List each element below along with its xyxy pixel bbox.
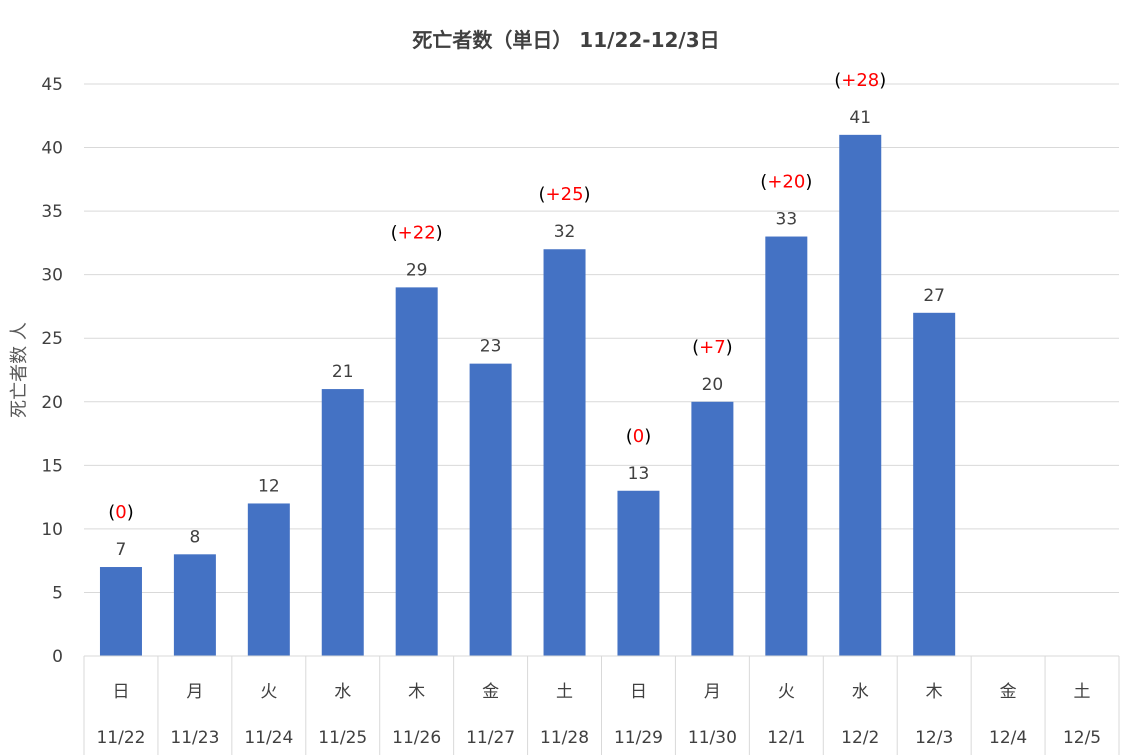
bar	[617, 490, 660, 656]
x-tick-weekday: 金	[482, 682, 499, 702]
bar	[839, 134, 882, 656]
bar-value-label: 29	[406, 260, 428, 280]
bar	[543, 249, 586, 656]
x-tick-date: 11/25	[318, 728, 367, 748]
bar	[247, 503, 290, 656]
weekly-change-label: (+7)	[692, 337, 733, 358]
x-tick-date: 11/23	[170, 728, 219, 748]
bar	[395, 287, 438, 656]
y-tick-label: 45	[41, 75, 63, 95]
bar	[321, 389, 364, 656]
bar	[469, 363, 512, 656]
x-tick-weekday: 土	[556, 682, 573, 702]
bar-value-label: 12	[258, 476, 280, 496]
bar	[765, 236, 808, 657]
y-tick-label: 40	[41, 139, 63, 159]
bar-value-label: 27	[923, 286, 945, 306]
bar	[173, 554, 216, 656]
x-tick-date: 11/30	[688, 728, 737, 748]
bar-value-label: 21	[332, 362, 354, 382]
bar-value-label: 23	[480, 337, 502, 357]
y-tick-label: 10	[41, 520, 63, 540]
x-tick-weekday: 日	[630, 682, 647, 702]
bar-value-label: 32	[554, 222, 576, 242]
x-tick-weekday: 木	[926, 682, 943, 702]
x-tick-weekday: 火	[778, 682, 795, 702]
y-tick-label: 0	[52, 647, 63, 667]
x-tick-date: 12/3	[915, 728, 953, 748]
y-tick-label: 20	[41, 393, 63, 413]
weekly-change-label: (+25)	[539, 184, 591, 205]
weekly-change-label: (0)	[108, 502, 134, 523]
x-tick-weekday: 水	[852, 682, 869, 702]
x-tick-date: 11/24	[244, 728, 293, 748]
x-tick-weekday: 土	[1074, 682, 1091, 702]
y-tick-label: 15	[41, 456, 63, 476]
x-tick-weekday: 日	[112, 682, 129, 702]
x-tick-date: 11/26	[392, 728, 441, 748]
x-tick-weekday: 水	[334, 682, 351, 702]
bar	[691, 401, 734, 656]
bar-value-label: 7	[116, 540, 127, 560]
bar-value-label: 33	[776, 210, 798, 230]
x-tick-date: 12/1	[767, 728, 805, 748]
chart-title: 死亡者数（単日） 11/22-12/3日	[412, 28, 719, 52]
bar-value-label: 41	[849, 108, 871, 128]
weekly-change-label: (+28)	[834, 70, 886, 91]
x-axis: 日 11/22 月 11/23 火 11/24 水 11/25 木 11/26 金 11/27 土 11/…	[83, 655, 1120, 755]
bar-value-label: 8	[189, 527, 200, 547]
bar	[99, 567, 142, 656]
bar	[913, 312, 956, 656]
bar-value-label: 20	[702, 375, 724, 395]
x-tick-weekday: 月	[704, 682, 721, 702]
x-tick-date: 11/22	[96, 728, 145, 748]
bars: 7 (0) 8 12 21 29 (+22) 23 32 (+25) 13 (0) 20 (+7) 33 (+…	[99, 70, 956, 657]
x-tick-weekday: 月	[186, 682, 203, 702]
x-tick-date: 11/27	[466, 728, 515, 748]
y-axis-label: 死亡者数 人	[9, 322, 30, 418]
x-tick-weekday: 木	[408, 682, 425, 702]
y-axis: 0 5 10 15 20 25 30 35 40 45	[41, 75, 63, 667]
bar-value-label: 13	[628, 464, 650, 484]
gridlines	[84, 83, 1119, 593]
x-tick-date: 12/5	[1063, 728, 1101, 748]
x-tick-date: 12/4	[989, 728, 1027, 748]
y-tick-label: 35	[41, 202, 63, 222]
x-tick-weekday: 火	[260, 682, 277, 702]
weekly-change-label: (+22)	[391, 222, 443, 243]
x-tick-date: 11/29	[614, 728, 663, 748]
y-tick-label: 30	[41, 266, 63, 286]
weekly-change-label: (0)	[626, 426, 652, 447]
x-tick-date: 12/2	[841, 728, 879, 748]
y-tick-label: 25	[41, 329, 63, 349]
x-tick-weekday: 金	[1000, 682, 1017, 702]
x-tick-date: 11/28	[540, 728, 589, 748]
y-tick-label: 5	[52, 583, 63, 603]
weekly-change-label: (+20)	[760, 172, 812, 193]
